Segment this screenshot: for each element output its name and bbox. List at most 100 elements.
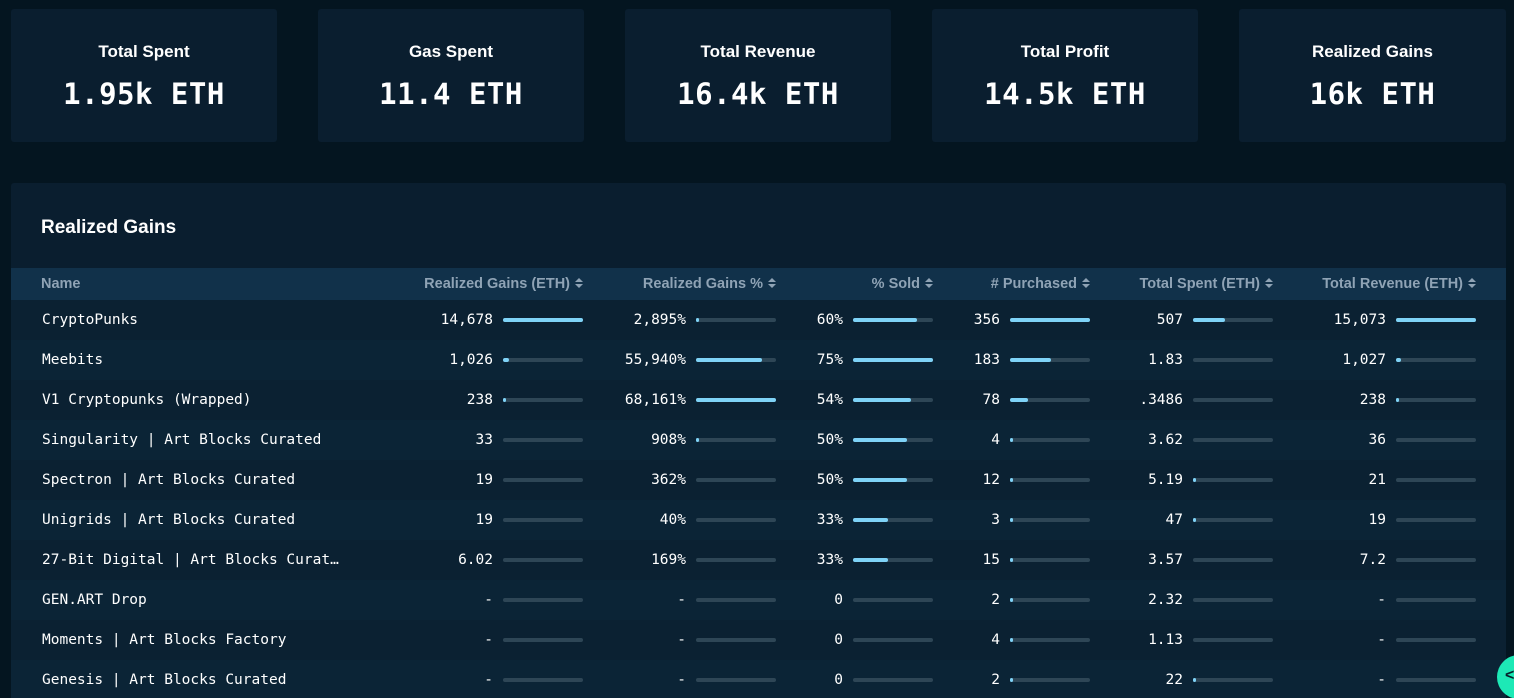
column-header-realized-gains-pct[interactable]: Realized Gains % bbox=[571, 268, 777, 300]
progress-bar-fill bbox=[1010, 358, 1051, 362]
stat-label: Total Revenue bbox=[700, 42, 816, 61]
progress-bar bbox=[503, 678, 583, 682]
progress-bar bbox=[1396, 558, 1476, 562]
progress-bar bbox=[503, 518, 583, 522]
progress-bar bbox=[503, 478, 583, 482]
progress-bar-fill bbox=[1396, 398, 1399, 402]
collection-name[interactable]: Genesis | Art Blocks Curated bbox=[42, 672, 287, 688]
cell-gains: 1,026 bbox=[449, 352, 493, 368]
stat-card-gas-spent: Gas Spent 11.4 ETH bbox=[318, 9, 584, 142]
table-row[interactable]: GEN.ART Drop - - 0 2 2.32 - bbox=[11, 580, 1506, 620]
column-header-name[interactable]: Name bbox=[41, 268, 81, 300]
table-row[interactable]: V1 Cryptopunks (Wrapped) 238 68,161% 54% 78.… bbox=[11, 380, 1506, 420]
sort-icon[interactable] bbox=[924, 277, 934, 289]
stat-value: 14.5k ETH bbox=[984, 77, 1146, 111]
cell-purchased: 356 bbox=[973, 312, 1000, 328]
cell-spent: 1.83 bbox=[1148, 352, 1183, 368]
collection-name[interactable]: Spectron | Art Blocks Curated bbox=[42, 472, 296, 488]
progress-bar bbox=[1396, 638, 1476, 642]
table-row[interactable]: 27-Bit Digital | Art Blocks Curat… 6.02 16… bbox=[11, 540, 1506, 580]
progress-bar bbox=[503, 598, 583, 602]
progress-bar-fill bbox=[503, 398, 506, 402]
collection-name[interactable]: GEN.ART Drop bbox=[42, 592, 147, 608]
cell-gains-pct: - bbox=[677, 592, 686, 608]
table-row[interactable]: Meebits 1,026 55,940% 75% 183 1.83 1,027 bbox=[11, 340, 1506, 380]
cell-sold: 33% bbox=[816, 512, 843, 528]
table-row[interactable]: Genesis | Art Blocks Curated - -0 2 22- bbox=[11, 660, 1506, 698]
sort-icon[interactable] bbox=[1081, 277, 1091, 289]
cell-sold: 0 bbox=[834, 592, 843, 608]
collection-name[interactable]: Singularity | Art Blocks Curated bbox=[42, 432, 322, 448]
column-header-total-revenue[interactable]: Total Revenue (ETH) bbox=[1291, 268, 1477, 300]
stat-card-total-spent: Total Spent 1.95k ETH bbox=[11, 9, 277, 142]
panel-title: Realized Gains bbox=[41, 217, 177, 238]
progress-bar-fill bbox=[1396, 358, 1401, 362]
progress-bar bbox=[1010, 518, 1090, 522]
stat-card-realized-gains: Realized Gains 16k ETH bbox=[1239, 9, 1506, 142]
collection-name[interactable]: V1 Cryptopunks (Wrapped) bbox=[42, 392, 252, 408]
progress-bar bbox=[853, 358, 933, 362]
cell-gains: 14,678 bbox=[440, 312, 493, 328]
column-header-purchased[interactable]: # Purchased bbox=[951, 268, 1091, 300]
collection-name[interactable]: CryptoPunks bbox=[42, 312, 139, 328]
column-header-total-spent[interactable]: Total Spent (ETH) bbox=[1101, 268, 1274, 300]
table-row[interactable]: CryptoPunks 14,678 2,895% 60% 356 507 15,073 bbox=[11, 300, 1506, 340]
progress-bar-fill bbox=[1010, 678, 1013, 682]
table-row[interactable]: Unigrids | Art Blocks Curated 19 40% 33% 3 47… bbox=[11, 500, 1506, 540]
progress-bar-fill bbox=[696, 398, 776, 402]
cell-gains: 33 bbox=[475, 432, 493, 448]
collection-name[interactable]: Meebits bbox=[42, 352, 104, 368]
progress-bar bbox=[1193, 438, 1273, 442]
cell-gains: - bbox=[484, 672, 493, 688]
progress-bar bbox=[1396, 518, 1476, 522]
sort-icon[interactable] bbox=[574, 277, 584, 289]
cell-purchased: 2 bbox=[991, 672, 1000, 688]
progress-bar-fill bbox=[1010, 598, 1013, 602]
column-header-realized-gains[interactable]: Realized Gains (ETH) bbox=[361, 268, 584, 300]
cell-gains-pct: 40% bbox=[659, 512, 686, 528]
progress-bar bbox=[1193, 558, 1273, 562]
progress-bar bbox=[696, 478, 776, 482]
cell-spent: 3.62 bbox=[1148, 432, 1183, 448]
progress-bar bbox=[1193, 358, 1273, 362]
sort-icon[interactable] bbox=[1264, 277, 1274, 289]
progress-bar-fill bbox=[696, 318, 699, 322]
column-header-label: Name bbox=[41, 276, 81, 292]
cell-purchased: 3 bbox=[991, 512, 1000, 528]
collection-name[interactable]: Moments | Art Blocks Factory bbox=[42, 632, 287, 648]
stat-label: Total Profit bbox=[1020, 42, 1110, 61]
sort-icon[interactable] bbox=[767, 277, 777, 289]
progress-bar-fill bbox=[1010, 478, 1013, 482]
progress-bar bbox=[696, 638, 776, 642]
progress-bar bbox=[503, 318, 583, 322]
collection-name[interactable]: 27-Bit Digital | Art Blocks Curat… bbox=[42, 552, 339, 568]
cell-revenue: - bbox=[1377, 592, 1386, 608]
collection-name[interactable]: Unigrids | Art Blocks Curated bbox=[42, 512, 296, 528]
table-row[interactable]: Spectron | Art Blocks Curated 19 362% 50% 12… bbox=[11, 460, 1506, 500]
progress-bar bbox=[853, 598, 933, 602]
progress-bar bbox=[853, 518, 933, 522]
progress-bar bbox=[853, 318, 933, 322]
progress-bar-fill bbox=[853, 478, 907, 482]
cell-purchased: 2 bbox=[991, 592, 1000, 608]
table-row[interactable]: Moments | Art Blocks Factory - - 0 4 1.13 - bbox=[11, 620, 1506, 660]
progress-bar-fill bbox=[853, 358, 933, 362]
collapse-button[interactable]: < bbox=[1497, 655, 1514, 698]
stat-value: 16k ETH bbox=[1309, 77, 1436, 111]
progress-bar bbox=[503, 438, 583, 442]
cell-gains: 238 bbox=[466, 392, 493, 408]
column-header-pct-sold[interactable]: % Sold bbox=[811, 268, 934, 300]
table-row[interactable]: Singularity | Art Blocks Curated 33 908% 50… bbox=[11, 420, 1506, 460]
progress-bar-fill bbox=[853, 558, 889, 562]
cell-sold: 0 bbox=[834, 672, 843, 688]
progress-bar bbox=[696, 398, 776, 402]
progress-bar bbox=[1193, 398, 1273, 402]
cell-revenue: 19 bbox=[1368, 512, 1386, 528]
cell-sold: 33% bbox=[816, 552, 843, 568]
sort-icon[interactable] bbox=[1467, 277, 1477, 289]
progress-bar bbox=[1396, 678, 1476, 682]
progress-bar-fill bbox=[1396, 318, 1476, 322]
progress-bar bbox=[853, 478, 933, 482]
progress-bar bbox=[503, 558, 583, 562]
progress-bar bbox=[1396, 598, 1476, 602]
